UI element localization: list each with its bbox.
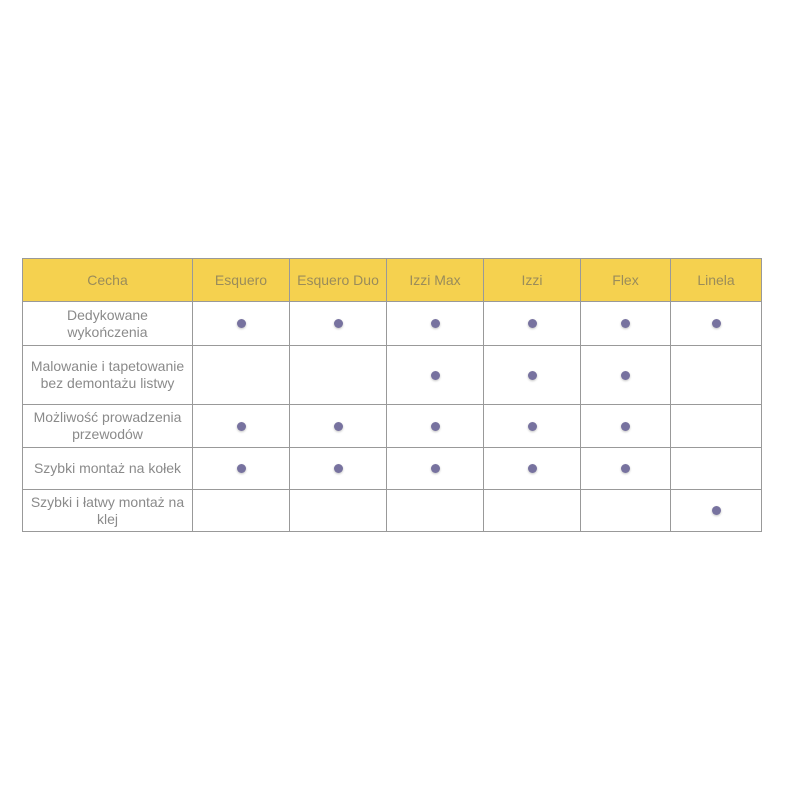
feature-cell xyxy=(483,489,581,532)
table-row: Możliwość prowadzenia przewodów xyxy=(22,404,762,448)
feature-cell xyxy=(483,345,581,405)
table-row: Dedykowane wykończenia xyxy=(22,301,762,346)
feature-cell xyxy=(192,345,290,405)
feature-cell xyxy=(670,345,762,405)
dot-icon xyxy=(527,319,537,328)
table-row: Szybki i łatwy montaż na klej xyxy=(22,489,762,532)
feature-label: Możliwość prowadzenia przewodów xyxy=(22,404,193,448)
feature-cell xyxy=(483,447,581,490)
feature-cell xyxy=(580,404,671,448)
column-header: Esquero Duo xyxy=(289,258,387,302)
header-row: Cecha Esquero Esquero Duo Izzi Max Izzi Flex L… xyxy=(22,258,762,302)
feature-label: Szybki i łatwy montaż na klej xyxy=(22,489,193,532)
dot-icon xyxy=(430,421,440,431)
feature-cell xyxy=(192,489,290,532)
feature-cell xyxy=(670,447,762,490)
feature-cell xyxy=(580,345,671,405)
dot-icon xyxy=(236,421,246,431)
dot-icon xyxy=(430,464,440,473)
feature-cell xyxy=(289,345,387,405)
feature-cell xyxy=(386,345,484,405)
dot-icon xyxy=(430,319,440,328)
dot-icon xyxy=(333,464,343,473)
column-header: Esquero xyxy=(192,258,290,302)
feature-cell xyxy=(670,404,762,448)
feature-cell xyxy=(386,447,484,490)
feature-cell xyxy=(483,301,581,346)
column-header: Izzi xyxy=(483,258,581,302)
column-header: Flex xyxy=(580,258,671,302)
dot-icon xyxy=(711,319,721,328)
feature-cell xyxy=(289,404,387,448)
feature-cell xyxy=(192,447,290,490)
feature-cell xyxy=(580,447,671,490)
column-header: Linela xyxy=(670,258,762,302)
feature-label: Dedykowane wykończenia xyxy=(22,301,193,346)
feature-cell xyxy=(670,489,762,532)
dot-icon xyxy=(621,421,630,431)
feature-cell xyxy=(289,447,387,490)
dot-icon xyxy=(333,421,343,431)
dot-icon xyxy=(527,464,537,473)
feature-cell xyxy=(670,301,762,346)
feature-cell xyxy=(289,301,387,346)
feature-cell xyxy=(386,404,484,448)
feature-cell xyxy=(289,489,387,532)
dot-icon xyxy=(621,319,630,328)
column-header: Cecha xyxy=(22,258,193,302)
comparison-table: Cecha Esquero Esquero Duo Izzi Max Izzi Flex L… xyxy=(22,258,762,532)
dot-icon xyxy=(527,421,537,431)
column-header: Izzi Max xyxy=(386,258,484,302)
table-row: Malowanie i tapetowanie bez demontażu li… xyxy=(22,345,762,405)
dot-icon xyxy=(430,370,440,380)
feature-cell xyxy=(483,404,581,448)
feature-cell xyxy=(192,301,290,346)
dot-icon xyxy=(236,464,246,473)
feature-cell xyxy=(386,489,484,532)
feature-label: Malowanie i tapetowanie bez demontażu li… xyxy=(22,345,193,405)
feature-cell xyxy=(192,404,290,448)
feature-cell xyxy=(386,301,484,346)
dot-icon xyxy=(527,370,537,380)
feature-cell xyxy=(580,301,671,346)
dot-icon xyxy=(333,319,343,328)
dot-icon xyxy=(621,370,630,380)
feature-label: Szybki montaż na kołek xyxy=(22,447,193,490)
feature-cell xyxy=(580,489,671,532)
dot-icon xyxy=(711,506,721,515)
dot-icon xyxy=(621,464,630,473)
table-row: Szybki montaż na kołek xyxy=(22,447,762,490)
dot-icon xyxy=(236,319,246,328)
